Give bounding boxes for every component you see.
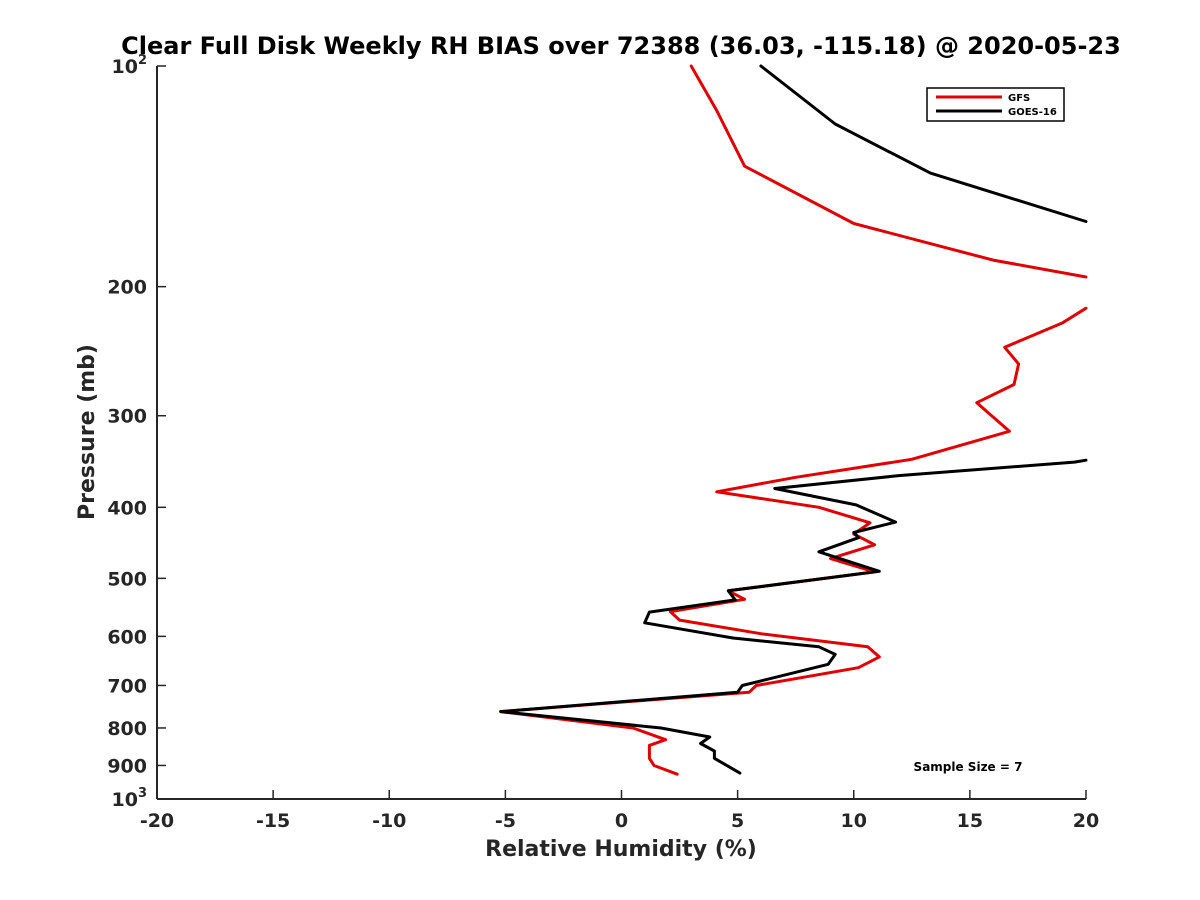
y-tick-label-base: 900 — [107, 755, 147, 777]
x-tick-label: -10 — [372, 810, 406, 832]
chart-title: Clear Full Disk Weekly RH BIAS over 7238… — [121, 32, 1121, 60]
y-tick-label: 500 — [107, 568, 147, 590]
y-tick-label-base: 500 — [107, 568, 147, 590]
y-tick-label-base: 700 — [107, 675, 147, 697]
y-tick-label: 102 — [112, 53, 148, 78]
series-line-goes-16 — [499, 64, 1088, 775]
x-tick-label: 0 — [615, 810, 628, 832]
y-axis-label: Pressure (mb) — [75, 344, 100, 520]
y-tick-label: 600 — [107, 626, 147, 648]
y-tick-label-base: 800 — [107, 718, 147, 740]
x-tick-label: 15 — [957, 810, 983, 832]
x-axis-label: Relative Humidity (%) — [485, 837, 757, 862]
legend-box — [926, 87, 1065, 122]
plot-background — [157, 66, 1086, 799]
x-tick-label: -15 — [256, 810, 290, 832]
y-tick-label-base: 300 — [107, 406, 147, 428]
plot-area: -20 -15 -10 -5 0 5 10 15 20 10220030040050060070… — [107, 53, 1099, 832]
legend: GFS GOES-16 — [926, 87, 1065, 122]
y-tick-label: 200 — [107, 277, 147, 299]
y-tick-label-base: 600 — [107, 626, 147, 648]
series-layer — [499, 64, 1088, 776]
x-tick-label: 10 — [841, 810, 867, 832]
legend-label-gfs: GFS — [1008, 93, 1030, 104]
sample-size-annotation: Sample Size = 7 — [914, 760, 1023, 774]
y-tick-label: 300 — [107, 406, 147, 428]
x-tick-label: -20 — [140, 810, 174, 832]
y-tick-label: 700 — [107, 675, 147, 697]
y-tick-label-exponent: 3 — [138, 786, 147, 801]
x-ticks: -20 -15 -10 -5 0 5 10 15 20 — [140, 790, 1099, 832]
x-tick-label: 5 — [731, 810, 744, 832]
y-tick-label-base: 200 — [107, 277, 147, 299]
y-tick-label: 400 — [107, 497, 147, 519]
y-tick-label: 800 — [107, 718, 147, 740]
y-tick-label-base: 400 — [107, 497, 147, 519]
y-tick-label-exponent: 2 — [138, 53, 147, 68]
x-tick-label: 20 — [1073, 810, 1099, 832]
y-tick-label-base: 10 — [112, 789, 138, 811]
legend-items: GFS GOES-16 — [936, 93, 1057, 118]
x-tick-label: -5 — [495, 810, 516, 832]
y-tick-label: 900 — [107, 755, 147, 777]
y-tick-label-base: 10 — [112, 56, 138, 78]
y-tick-label: 103 — [112, 786, 148, 811]
legend-label-goes-16: GOES-16 — [1008, 107, 1057, 118]
